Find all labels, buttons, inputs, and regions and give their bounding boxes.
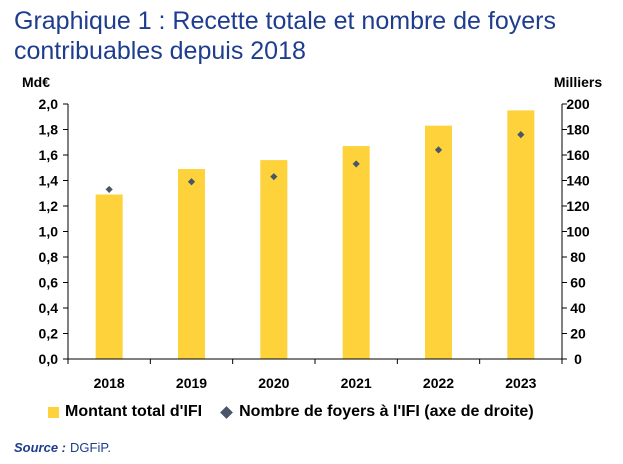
chart-title-line-1: Graphique 1 : Recette totale et nombre d… [14, 7, 556, 35]
point-2019 [187, 178, 196, 186]
y-right-tick-label: 60 [570, 275, 586, 291]
bar-2019 [178, 169, 205, 359]
chart-title-line-2: contribuables depuis 2018 [14, 37, 306, 65]
y-right-tick-label: 20 [570, 326, 586, 342]
bar-2020 [260, 160, 288, 359]
legend-label-dots: Nombre de foyers à l'IFI (axe de droite) [239, 403, 534, 420]
y-left-tick-label: 1,4 [39, 173, 59, 189]
x-tick-label: 2021 [341, 375, 372, 391]
point-2020 [270, 173, 278, 181]
x-tick-label: 2022 [423, 375, 454, 391]
source-note: Source : DGFiP. [14, 440, 111, 455]
legend-item-bars: Montant total d'IFI [48, 403, 202, 421]
x-tick-label: 2020 [258, 375, 289, 391]
source-label: Source : [14, 440, 67, 455]
bar-2018 [95, 194, 123, 359]
y-left-tick-label: 1,2 [39, 198, 59, 214]
y-right-tick-label: 0 [574, 351, 582, 367]
point-2021 [352, 160, 360, 168]
chart-legend: Montant total d'IFI Nombre de foyers à l… [48, 400, 552, 424]
chart-title: Graphique 1 : Recette totale et nombre d… [14, 6, 614, 66]
chart-plot: Md€ Milliers 0,0 0,2 0,4 0,6 0,8 1,0 1,2 1,4 1,6 1,… [22, 74, 602, 391]
y-right-tick-label: 200 [566, 96, 590, 112]
x-tick-label: 2023 [505, 375, 536, 391]
source-text: DGFiP. [70, 440, 111, 455]
x-tick-label: 2019 [176, 375, 207, 391]
legend-item-dots: Nombre de foyers à l'IFI (axe de droite) [220, 403, 534, 421]
x-tick-label: 2018 [94, 375, 125, 391]
y-right-tick-label: 160 [566, 147, 590, 163]
y-left-tick-label: 0,2 [39, 326, 59, 342]
y-left-tick-label: 1,8 [39, 122, 59, 138]
y-right-tick-label: 120 [566, 198, 590, 214]
point-2023 [517, 131, 525, 139]
y-left-tick-label: 0,0 [39, 351, 59, 367]
legend-bar-swatch [48, 406, 59, 418]
legend-dot-swatch [220, 405, 233, 419]
y-left-tick-label: 1,0 [39, 224, 59, 240]
y-left-axis-title: Md€ [22, 74, 50, 90]
y-left-tick-label: 0,8 [39, 249, 59, 265]
y-right-tick-label: 100 [566, 224, 590, 240]
legend-label-bars: Montant total d'IFI [65, 403, 203, 420]
y-right-tick-label: 80 [570, 249, 586, 265]
y-right-tick-label: 140 [566, 173, 590, 189]
y-right-axis-title: Milliers [554, 74, 602, 90]
bar-2022 [425, 125, 452, 359]
y-left-tick-label: 1,6 [39, 147, 59, 163]
bar-2023 [507, 110, 535, 359]
y-right-tick-label: 180 [566, 122, 590, 138]
bar-2021 [342, 146, 370, 359]
y-left-tick-label: 2,0 [39, 96, 59, 112]
point-2018 [105, 185, 113, 194]
y-left-tick-label: 0,6 [39, 275, 59, 291]
y-left-tick-label: 0,4 [39, 300, 59, 316]
y-right-tick-label: 40 [570, 300, 586, 316]
point-2022 [434, 146, 443, 154]
